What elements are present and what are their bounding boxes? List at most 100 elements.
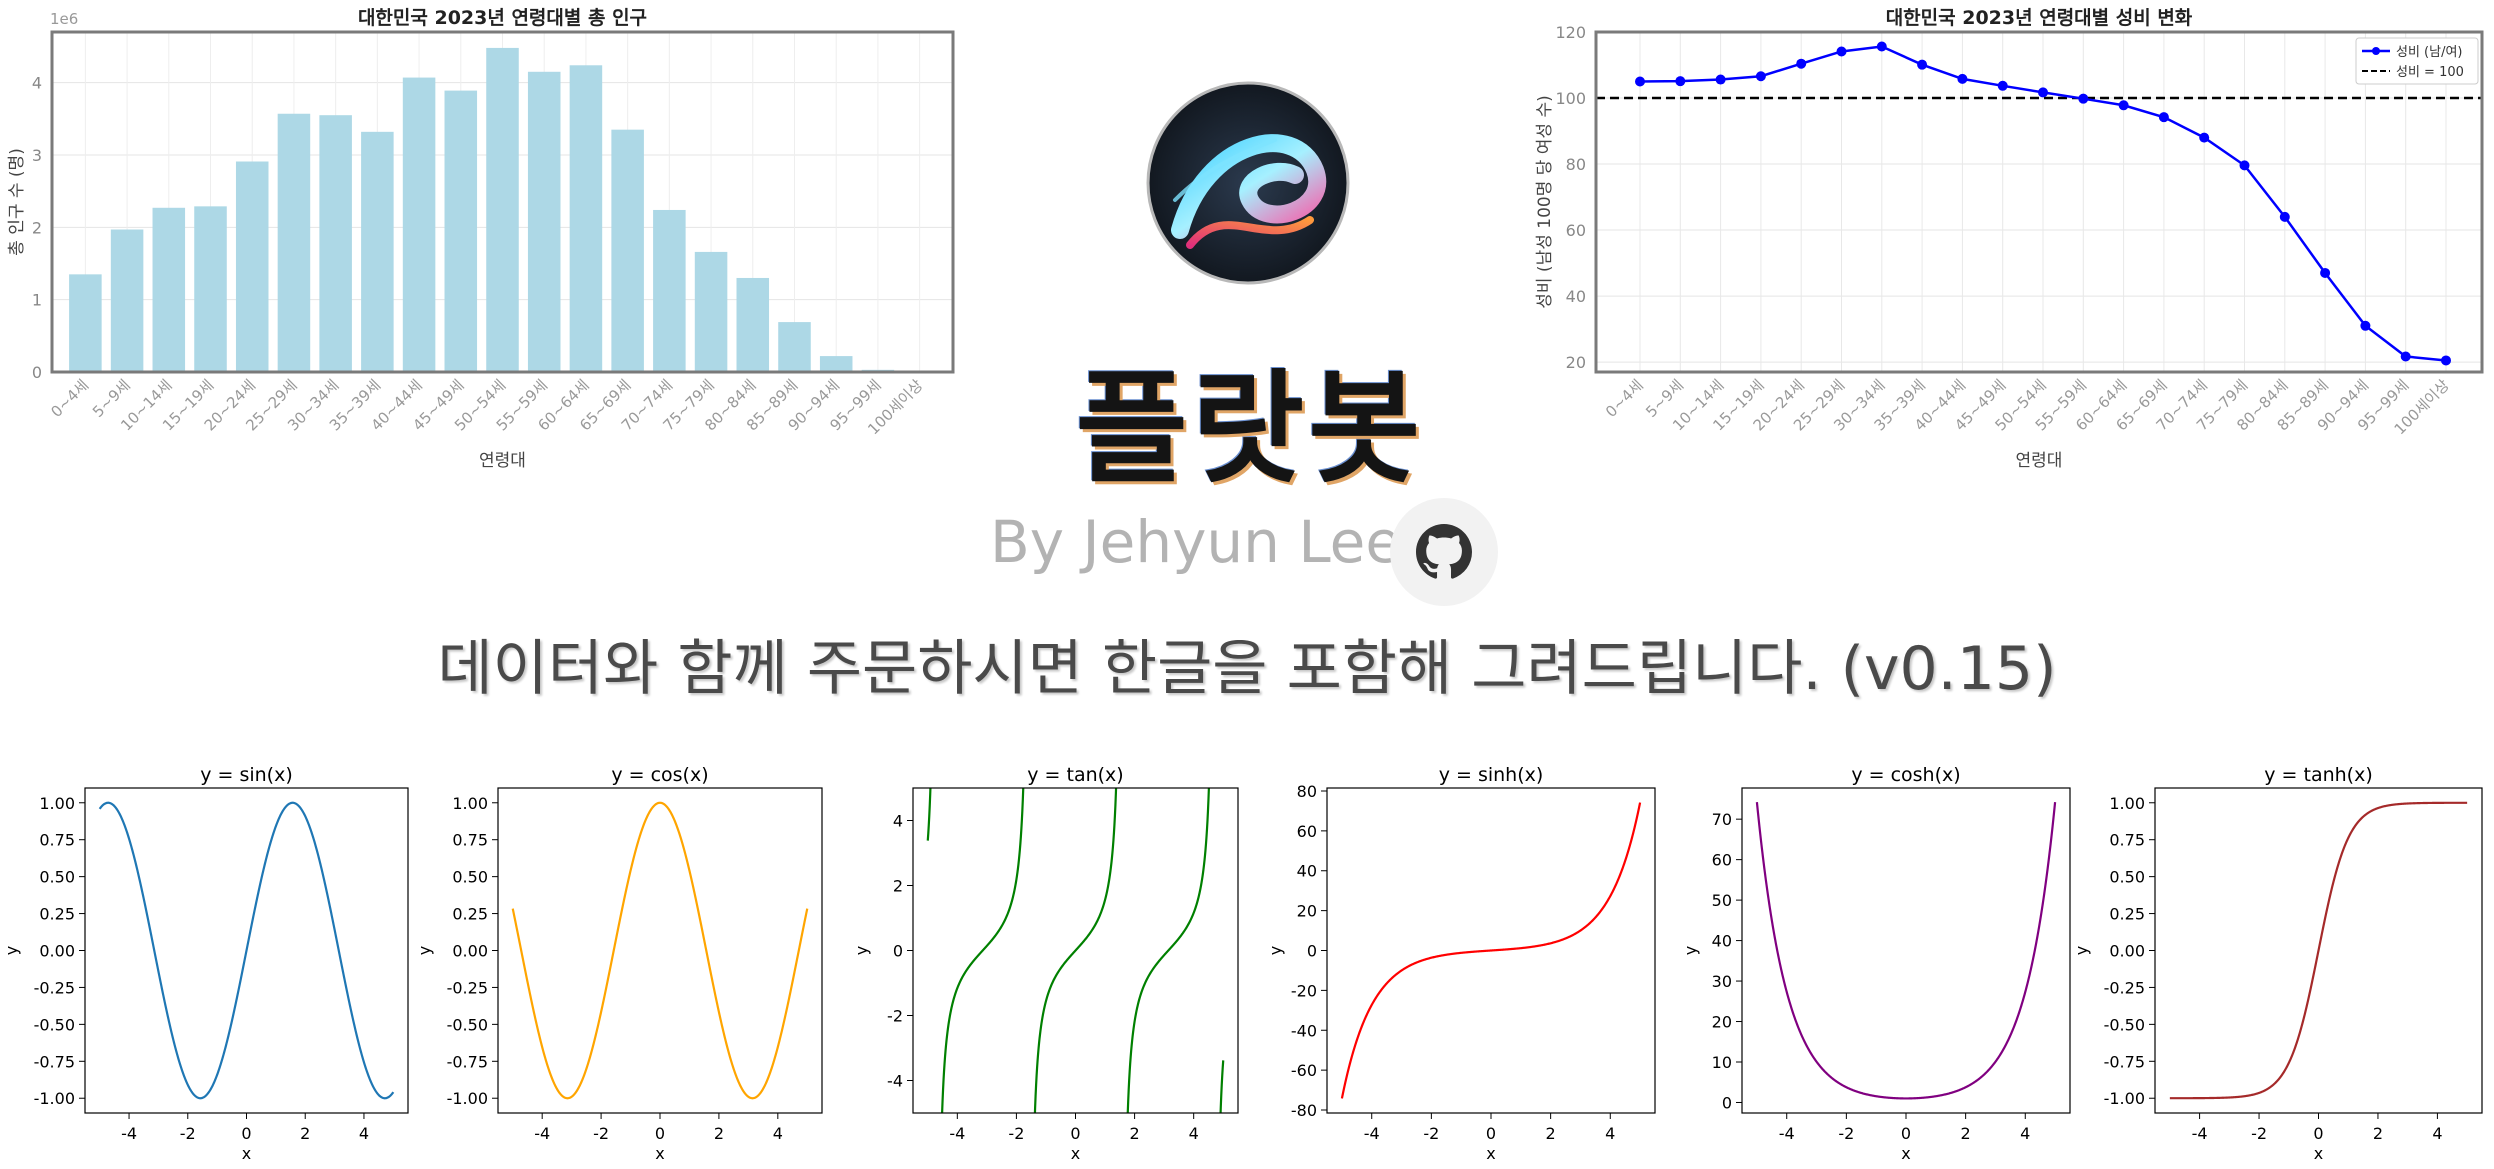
curve-tanh: [2169, 801, 2468, 1100]
line-ytick-label: 60: [1566, 221, 1586, 240]
line-ytick-label: 80: [1566, 155, 1586, 174]
plot-title: y = cosh(x): [1851, 764, 1960, 786]
ytick-label: 1.00: [452, 794, 488, 813]
xtick-label: 2: [714, 1124, 724, 1143]
sex-ratio-point-16: [2279, 211, 2290, 222]
sex-ratio-point-7: [1917, 59, 1928, 70]
sex-ratio-point-18: [2360, 320, 2371, 331]
ytick-label: 0.00: [2109, 942, 2145, 961]
sex-ratio-point-4: [1796, 58, 1807, 69]
xtick-label: -2: [1008, 1124, 1024, 1143]
bar-10: [486, 47, 519, 373]
xtick-label: 0: [2313, 1124, 2323, 1143]
bar-17: [778, 322, 811, 372]
bar-0: [69, 274, 102, 372]
bar-xlabel: 연령대: [479, 451, 526, 471]
sex-ratio-point-11: [2078, 93, 2089, 104]
ytick-label: 70: [1712, 810, 1732, 829]
bar-ytick-label: 4: [32, 74, 42, 93]
curve-cos: [511, 801, 809, 1100]
ytick-label: 50: [1712, 891, 1732, 910]
ytick-label: 0.50: [2109, 868, 2145, 887]
bar-18: [819, 356, 853, 372]
sex-ratio-point-0: [1635, 76, 1645, 87]
ytick-label: 30: [1712, 972, 1732, 991]
plot-title: y = cos(x): [611, 764, 708, 786]
ytick-label: 0.75: [452, 831, 488, 850]
ytick-label: -0.25: [2104, 978, 2145, 997]
ytick-label: 0.50: [452, 868, 488, 887]
bar-offset-label: 1e6: [50, 10, 78, 28]
plot-title: y = sinh(x): [1439, 764, 1544, 786]
bar-6: [319, 115, 352, 372]
curve-sin: [98, 801, 395, 1100]
xtick-label: -2: [2251, 1124, 2267, 1143]
bar-1: [110, 229, 144, 372]
line-ytick-label: 100: [1555, 89, 1586, 108]
plot-xlabel: x: [1071, 1144, 1080, 1163]
line-ylabel: 성비 (남성 100명 당 여성 수): [1535, 95, 1555, 309]
tagline: 데이터와 함께 주문하시면 한글을 포함해 그려드립니다. (v0.15): [437, 634, 2057, 704]
ytick-label: -60: [1291, 1061, 1317, 1080]
plot-ylabel: y: [852, 946, 871, 955]
xtick-label: 0: [655, 1124, 665, 1143]
sex-ratio-point-12: [2118, 100, 2129, 111]
ytick-label: 60: [1297, 822, 1317, 841]
ytick-label: -0.50: [447, 1015, 488, 1034]
curve-tan: [926, 788, 1225, 1113]
ytick-label: 0.25: [39, 905, 75, 924]
github-button[interactable]: [1390, 498, 1498, 606]
bar-3: [194, 206, 227, 372]
plot-ylabel: y: [1266, 946, 1285, 955]
xtick-label: 0: [1486, 1124, 1496, 1143]
xtick-label: 0: [1901, 1124, 1911, 1143]
sex-ratio-point-14: [2199, 132, 2210, 143]
ytick-label: -0.50: [2104, 1015, 2145, 1034]
xtick-label: 4: [2432, 1124, 2442, 1143]
line-ytick-label: 40: [1566, 287, 1586, 306]
sex-ratio-point-3: [1755, 71, 1766, 82]
plot-title: y = tanh(x): [2264, 764, 2373, 786]
xtick-label: 4: [1605, 1124, 1615, 1143]
sex-ratio-point-20: [2441, 355, 2451, 366]
bar-11: [527, 71, 561, 372]
bar-ylabel: 총 인구 수 (명): [7, 148, 27, 256]
line-plot-frame: [1594, 30, 2484, 374]
xtick-label: -4: [1779, 1124, 1795, 1143]
plot-xlabel: x: [1486, 1144, 1495, 1163]
plot-frame: [1741, 787, 2071, 1114]
xtick-label: 2: [2373, 1124, 2383, 1143]
xtick-label: 0: [241, 1124, 251, 1143]
ytick-label: 4: [893, 812, 903, 831]
xtick-label: 2: [300, 1124, 310, 1143]
xtick-label: -2: [593, 1124, 609, 1143]
ytick-label: 0.00: [452, 942, 488, 961]
bar-4: [235, 161, 269, 372]
plot-xlabel: x: [242, 1144, 251, 1163]
line-xtick-label: 0~4세: [1602, 376, 1647, 421]
bar-plot-frame: [50, 30, 955, 374]
bar-13: [611, 129, 644, 372]
xtick-label: 2: [1961, 1124, 1971, 1143]
plot-ylabel: y: [1681, 946, 1700, 955]
swirl-logo-icon: [1146, 81, 1350, 285]
plot-ylabel: y: [415, 946, 434, 955]
ytick-label: 40: [1712, 932, 1732, 951]
ytick-label: 10: [1712, 1053, 1732, 1072]
ytick-label: 0: [1307, 942, 1317, 961]
ytick-label: 0.50: [39, 868, 75, 887]
ytick-label: -0.75: [34, 1052, 75, 1071]
ytick-label: -0.50: [34, 1015, 75, 1034]
bar-ytick-label: 3: [32, 146, 42, 165]
ytick-label: 20: [1712, 1013, 1732, 1032]
sex-ratio-point-2: [1715, 74, 1726, 85]
bar-8: [402, 77, 436, 373]
xtick-label: -2: [1838, 1124, 1854, 1143]
xtick-label: 4: [359, 1124, 369, 1143]
ytick-label: 0: [893, 942, 903, 961]
bar-ytick-label: 0: [32, 363, 42, 382]
xtick-label: 2: [1546, 1124, 1556, 1143]
ytick-label: 0.25: [452, 905, 488, 924]
sex-ratio-point-13: [2158, 112, 2169, 123]
bar-7: [361, 131, 394, 372]
